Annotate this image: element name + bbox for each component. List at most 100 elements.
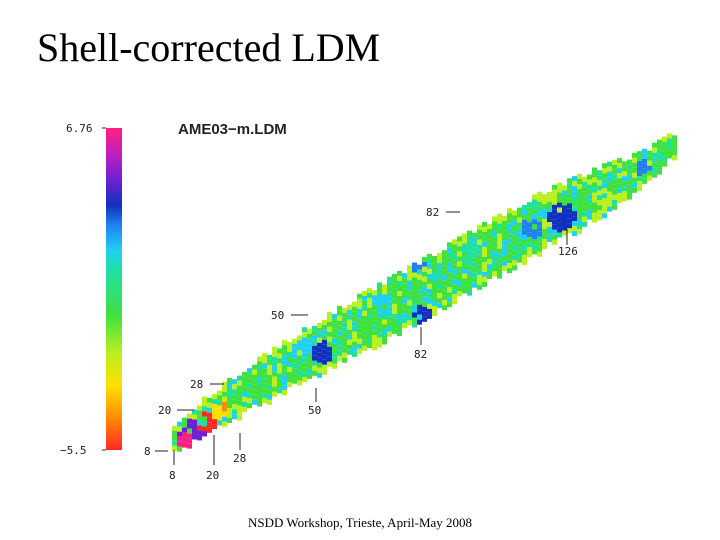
heatmap-cell	[182, 432, 187, 438]
heatmap-cell	[537, 246, 542, 252]
heatmap-cell	[317, 337, 322, 343]
heatmap-cell	[327, 356, 332, 362]
heatmap-cell	[287, 372, 292, 377]
heatmap-cell	[542, 244, 547, 250]
heatmap-cell	[452, 299, 457, 305]
heatmap-cell	[377, 282, 382, 288]
z-magic-28-label: 28	[190, 378, 203, 391]
heatmap-cell	[272, 346, 277, 352]
heatmap-cell	[357, 293, 362, 299]
heatmap-cell	[337, 315, 342, 321]
heatmap-cell	[522, 249, 527, 255]
heatmap-cell	[272, 386, 277, 392]
heatmap-cell	[307, 353, 312, 359]
heatmap-cell	[402, 288, 407, 294]
heatmap-cell	[452, 244, 457, 250]
heatmap-cell	[507, 208, 512, 214]
heatmap-cell	[477, 269, 482, 275]
heatmap-cell	[657, 159, 662, 165]
heatmap-cell	[417, 284, 422, 290]
heatmap-cell	[542, 194, 547, 200]
heatmap-cell	[387, 306, 392, 312]
heatmap-cell	[442, 285, 447, 291]
heatmap-cell	[557, 212, 562, 218]
heatmap-cell	[597, 175, 602, 181]
heatmap-cell	[472, 237, 477, 243]
heatmap-cell	[297, 375, 302, 381]
heatmap-cell	[572, 176, 577, 182]
heatmap-cell	[667, 148, 672, 154]
heatmap-cell	[557, 227, 562, 233]
heatmap-cell	[612, 164, 617, 170]
heatmap-cell	[412, 272, 417, 278]
heatmap-cell	[537, 231, 542, 237]
heatmap-cell	[382, 294, 387, 300]
heatmap-cell	[182, 427, 187, 433]
heatmap-cell	[212, 409, 217, 415]
heatmap-cell	[387, 291, 392, 297]
heatmap-cell	[667, 153, 672, 159]
heatmap-cell	[452, 259, 457, 265]
heatmap-cell	[512, 240, 517, 246]
heatmap-cell	[552, 229, 557, 235]
heatmap-cell	[192, 409, 197, 415]
heatmap-cell	[617, 188, 622, 194]
heatmap-cell	[642, 148, 647, 154]
heatmap-cell	[512, 210, 517, 216]
heatmap-cell	[262, 353, 267, 359]
heatmap-cell	[177, 426, 182, 432]
heatmap-cell	[627, 184, 632, 190]
heatmap-cell	[362, 295, 367, 301]
heatmap-cell	[422, 271, 427, 277]
heatmap-cell	[182, 417, 187, 423]
heatmap-cell	[607, 206, 612, 212]
heatmap-cell	[502, 225, 507, 231]
heatmap-cell	[382, 304, 387, 310]
heatmap-cell	[577, 189, 582, 194]
heatmap-cell	[377, 322, 382, 328]
heatmap-cell	[387, 296, 392, 302]
heatmap-cell	[222, 381, 227, 387]
heatmap-cell	[347, 334, 352, 340]
heatmap-cell	[282, 355, 287, 361]
heatmap-cell	[372, 295, 377, 301]
heatmap-cell	[597, 170, 602, 176]
heatmap-cell	[262, 358, 267, 364]
heatmap-cell	[482, 236, 487, 242]
heatmap-cell	[377, 287, 382, 293]
heatmap-cell	[272, 381, 277, 387]
heatmap-cell	[552, 189, 557, 195]
heatmap-cell	[642, 163, 647, 169]
heatmap-cell	[262, 383, 267, 389]
heatmap-cell	[587, 209, 592, 215]
heatmap-cell	[522, 259, 527, 265]
heatmap-cell	[247, 378, 252, 384]
heatmap-cell	[612, 169, 617, 175]
heatmap-cell	[202, 426, 207, 432]
heatmap-cell	[407, 305, 412, 311]
heatmap-cell	[307, 338, 312, 344]
heatmap-cell	[202, 396, 207, 402]
heatmap-cell	[362, 300, 367, 306]
heatmap-band	[172, 133, 677, 452]
heatmap-cell	[417, 299, 422, 305]
heatmap-cell	[532, 209, 537, 215]
heatmap-cell	[327, 316, 332, 322]
heatmap-cell	[637, 171, 642, 177]
heatmap-cell	[557, 182, 562, 188]
heatmap-cell	[397, 316, 402, 321]
heatmap-cell	[397, 281, 402, 286]
heatmap-cell	[297, 340, 302, 346]
heatmap-cell	[377, 317, 382, 323]
heatmap-cell	[227, 383, 232, 388]
heatmap-cell	[452, 264, 457, 270]
heatmap-cell	[592, 212, 597, 218]
heatmap-cell	[377, 342, 382, 348]
heatmap-cell	[482, 271, 487, 277]
heatmap-cell	[452, 279, 457, 285]
heatmap-cell	[332, 318, 337, 324]
heatmap-cell	[402, 293, 407, 299]
heatmap-cell	[467, 280, 472, 286]
heatmap-cell	[577, 209, 582, 214]
